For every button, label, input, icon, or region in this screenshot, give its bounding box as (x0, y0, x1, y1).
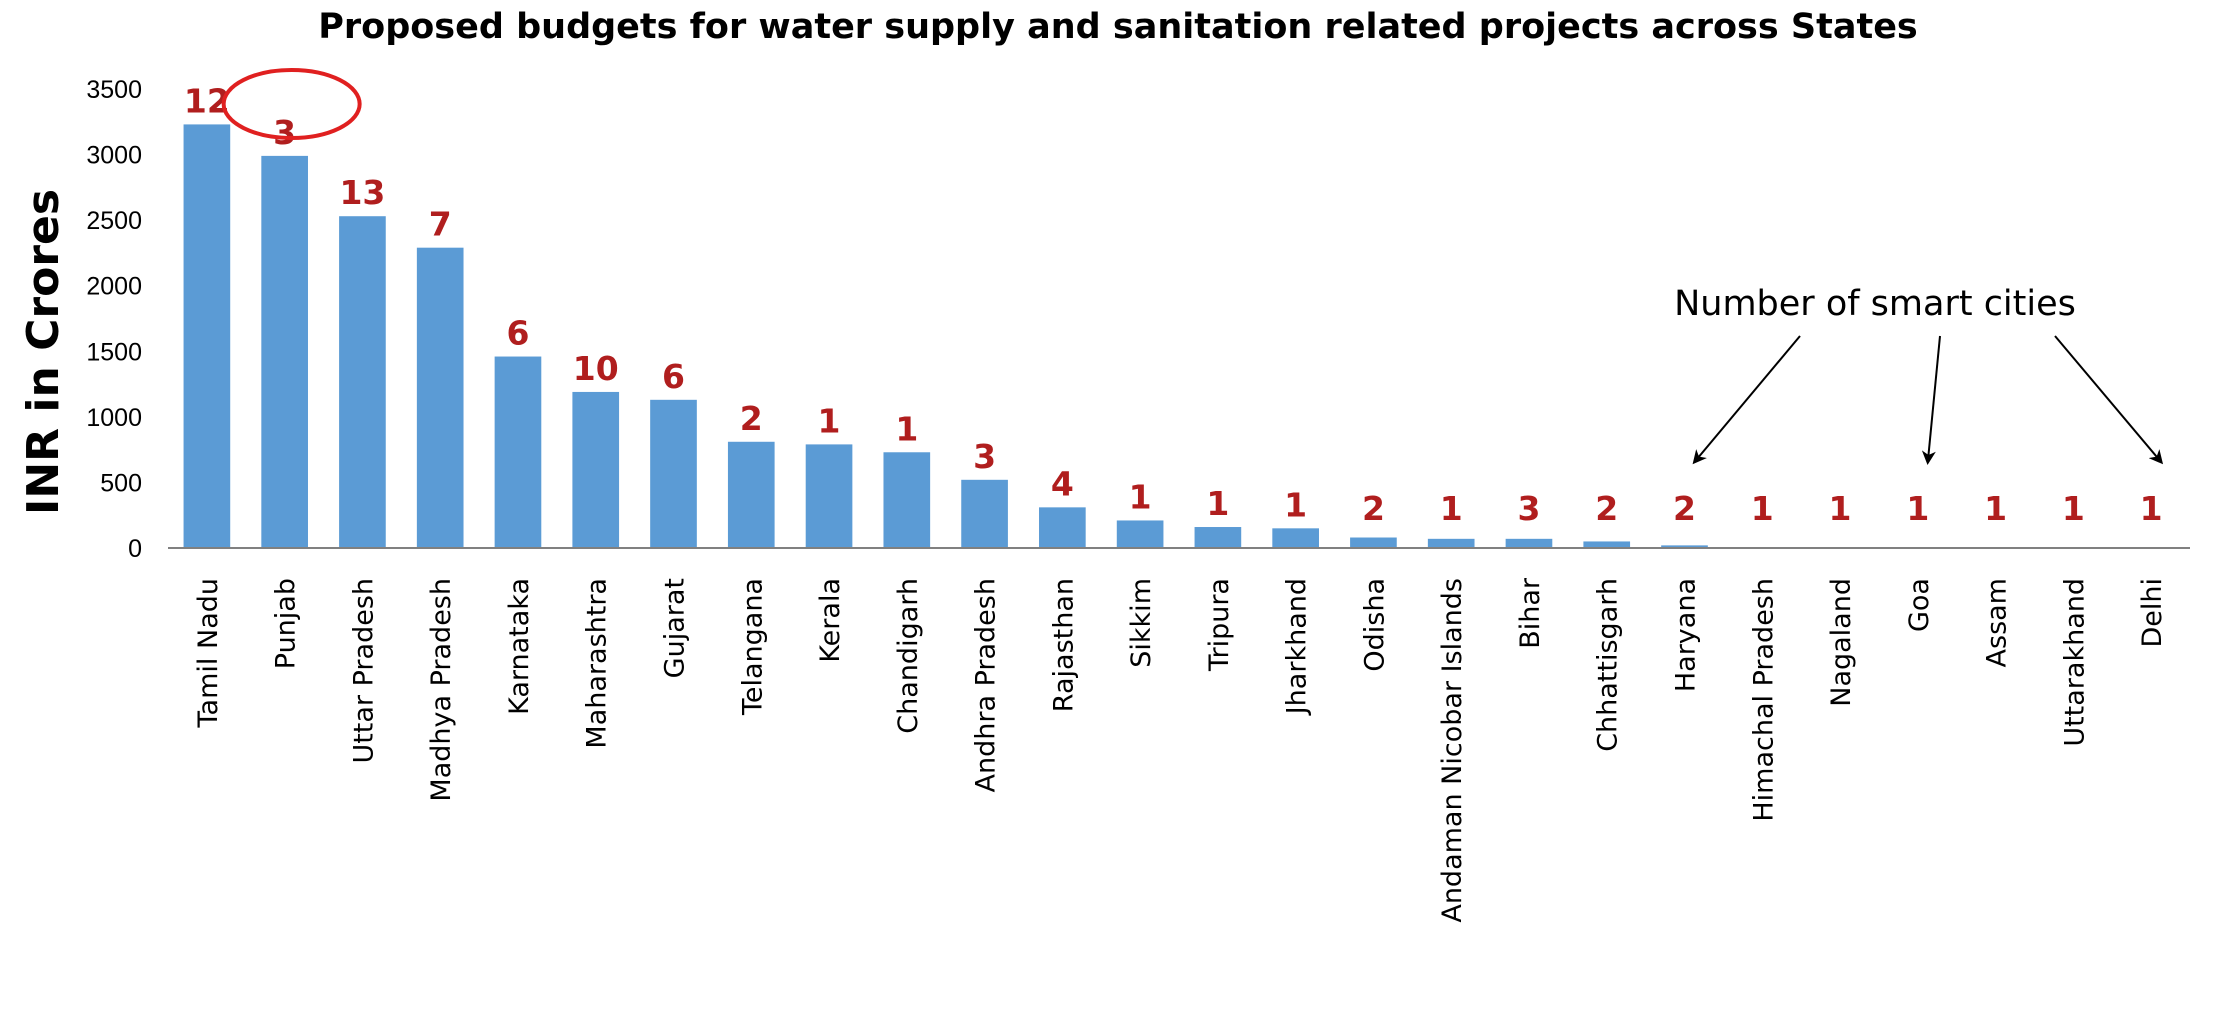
bar-bihar (1506, 539, 1553, 548)
data-label-goa: 1 (1906, 489, 1929, 528)
data-label-bihar: 3 (1517, 489, 1540, 528)
y-tick-label: 2500 (86, 207, 142, 235)
x-tick-label-chandigarh: Chandigarh (893, 578, 924, 734)
x-tick-label-uttarakhand: Uttarakhand (2059, 578, 2090, 747)
annotation-text: Number of smart cities (1674, 284, 2076, 324)
x-tick-label-telangana: Telangana (737, 578, 768, 716)
y-tick-label: 3000 (86, 142, 142, 170)
bar-punjab (261, 156, 308, 548)
y-tick-label: 1000 (86, 404, 142, 432)
x-tick-label-sikkim: Sikkim (1126, 578, 1157, 668)
bar-maharashtra (572, 392, 619, 548)
x-tick-label-tamil-nadu: Tamil Nadu (193, 578, 224, 728)
x-tick-label-delhi: Delhi (2137, 578, 2168, 648)
data-label-jharkhand: 1 (1284, 485, 1307, 524)
x-tick-label-jharkhand: Jharkhand (1282, 578, 1313, 716)
bar-kerala (806, 444, 853, 548)
data-label-andaman-nicobar-islands: 1 (1440, 489, 1463, 528)
data-label-odisha: 2 (1362, 489, 1385, 528)
data-label-haryana: 2 (1673, 489, 1696, 528)
data-label-maharashtra: 10 (573, 349, 619, 388)
x-tick-label-punjab: Punjab (271, 578, 302, 669)
y-tick-label: 1500 (86, 338, 142, 366)
bars (184, 124, 1708, 548)
bar-odisha (1350, 538, 1397, 548)
bar-chandigarh (883, 452, 930, 548)
x-tick-label-odisha: Odisha (1359, 578, 1390, 672)
data-label-himachal-pradesh: 1 (1751, 489, 1774, 528)
data-label-chhattisgarh: 2 (1595, 489, 1618, 528)
x-tick-label-bihar: Bihar (1515, 577, 1546, 649)
x-tick-label-andaman-nicobar-islands: Andaman Nicobar Islands (1437, 578, 1468, 923)
bar-karnataka (495, 357, 542, 548)
bar-madhya-pradesh (417, 248, 464, 548)
y-tick-label: 3500 (86, 76, 142, 104)
data-label-uttar-pradesh: 13 (339, 173, 385, 212)
x-tick-label-kerala: Kerala (815, 578, 846, 663)
bar-tripura (1195, 527, 1242, 548)
bar-rajasthan (1039, 507, 1086, 548)
bar-tamil-nadu (184, 124, 231, 548)
bar-jharkhand (1272, 528, 1319, 548)
x-tick-label-gujarat: Gujarat (660, 578, 691, 678)
bar-andhra-pradesh (961, 480, 1008, 548)
data-label-chandigarh: 1 (895, 409, 918, 448)
annotation-arrow-delhi (2055, 336, 2161, 462)
y-tick-label: 0 (128, 535, 142, 563)
data-label-kerala: 1 (818, 401, 841, 440)
data-label-rajasthan: 4 (1051, 464, 1074, 503)
bar-andaman-nicobar-islands (1428, 539, 1475, 548)
data-label-assam: 1 (1984, 489, 2007, 528)
x-tick-label-chhattisgarh: Chhattisgarh (1593, 578, 1624, 752)
bar-uttar-pradesh (339, 216, 386, 548)
x-tick-label-goa: Goa (1904, 578, 1935, 632)
x-tick-label-assam: Assam (1982, 578, 2013, 667)
data-label-gujarat: 6 (662, 357, 685, 396)
y-tick-label: 2000 (86, 273, 142, 301)
data-label-uttarakhand: 1 (2062, 489, 2085, 528)
y-tick-label: 500 (100, 469, 142, 497)
annotation-arrow-goa (1928, 336, 1940, 462)
annotation-arrow-haryana (1695, 336, 1801, 462)
x-tick-label-andhra-pradesh: Andhra Pradesh (971, 578, 1002, 792)
data-label-telangana: 2 (740, 399, 763, 438)
x-tick-label-madhya-pradesh: Madhya Pradesh (426, 578, 457, 802)
data-label-punjab: 3 (273, 113, 296, 152)
data-label-tripura: 1 (1206, 484, 1229, 523)
data-label-andhra-pradesh: 3 (973, 437, 996, 476)
y-axis-ticks: 0 500 1000 1500 2000 2500 3000 3500 (86, 76, 142, 563)
data-label-madhya-pradesh: 7 (429, 205, 452, 244)
x-tick-label-haryana: Haryana (1671, 578, 1702, 692)
data-label-delhi: 1 (2140, 489, 2163, 528)
bar-sikkim (1117, 520, 1164, 548)
x-tick-label-nagaland: Nagaland (1826, 578, 1857, 707)
x-tick-label-uttar-pradesh: Uttar Pradesh (348, 578, 379, 764)
x-axis-ticks: Tamil Nadu Punjab Uttar Pradesh Madhya Prad… (193, 577, 2168, 923)
data-label-karnataka: 6 (506, 314, 529, 353)
bar-gujarat (650, 400, 697, 548)
bar-telangana (728, 442, 775, 548)
x-tick-label-tripura: Tripura (1204, 578, 1235, 672)
x-tick-label-rajasthan: Rajasthan (1048, 578, 1079, 712)
annotation-arrows (1695, 336, 2162, 462)
x-tick-label-maharashtra: Maharashtra (582, 578, 613, 749)
x-tick-label-karnataka: Karnataka (504, 578, 535, 715)
data-label-sikkim: 1 (1129, 477, 1152, 516)
x-tick-label-himachal-pradesh: Himachal Pradesh (1748, 578, 1779, 822)
y-axis-label: INR in Crores (18, 189, 69, 515)
data-label-nagaland: 1 (1829, 489, 1852, 528)
chart-title: Proposed budgets for water supply and sa… (318, 7, 1918, 47)
